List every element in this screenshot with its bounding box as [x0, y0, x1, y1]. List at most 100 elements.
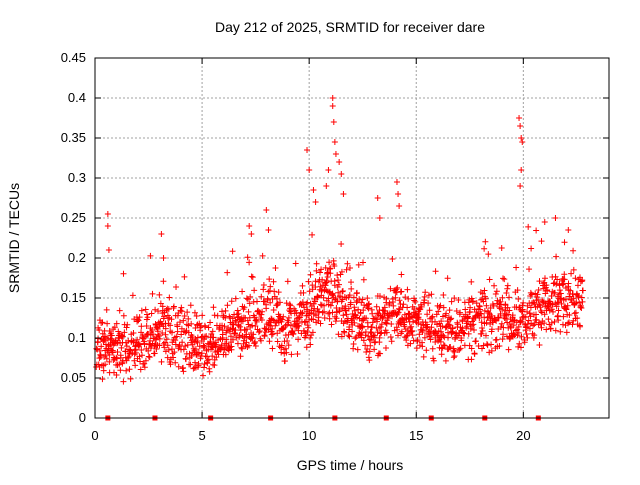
data-point [424, 311, 431, 318]
data-point [331, 139, 338, 145]
data-point [285, 331, 292, 338]
data-point [522, 327, 529, 334]
data-point [248, 273, 255, 280]
data-point [381, 310, 388, 317]
y-tick-label: 0.2 [68, 250, 86, 265]
data-point [274, 302, 281, 309]
data-points [93, 95, 586, 385]
data-point [180, 368, 187, 375]
data-point [579, 287, 586, 294]
data-point [367, 337, 374, 344]
data-point [149, 290, 156, 297]
data-point [152, 306, 159, 313]
data-point [393, 179, 400, 185]
data-point [400, 301, 407, 308]
data-point [321, 302, 328, 309]
data-point [528, 245, 535, 252]
data-point [323, 279, 330, 286]
data-point [299, 282, 306, 289]
data-point [405, 295, 412, 302]
data-point [203, 333, 210, 340]
data-point [138, 347, 145, 354]
data-point [564, 320, 571, 327]
data-point [221, 323, 228, 330]
data-point [144, 314, 151, 321]
data-point [325, 295, 332, 302]
x-tick-label: 20 [516, 428, 530, 443]
data-point [526, 266, 533, 273]
data-point [447, 343, 454, 350]
data-point [538, 324, 545, 331]
data-point [340, 312, 347, 319]
data-point [326, 259, 333, 266]
data-point [525, 223, 532, 230]
data-point [575, 294, 582, 301]
data-point [178, 331, 185, 338]
data-point [143, 311, 150, 318]
data-point [523, 324, 530, 331]
data-point [119, 333, 126, 340]
data-point [116, 307, 123, 314]
data-point [323, 183, 330, 189]
data-point [265, 227, 272, 233]
data-point [141, 364, 148, 371]
data-point [329, 103, 336, 109]
data-point [413, 345, 420, 352]
data-point [124, 321, 131, 328]
data-point [162, 325, 169, 332]
data-point [471, 326, 478, 333]
data-point [574, 282, 581, 289]
data-point [557, 328, 564, 335]
x-tick-label: 15 [409, 428, 423, 443]
data-point [505, 311, 512, 318]
data-point [156, 332, 163, 339]
y-tick-label: 0.3 [68, 170, 86, 185]
data-point [541, 320, 548, 327]
data-point [343, 266, 350, 273]
data-point [243, 295, 250, 302]
data-point [306, 167, 313, 173]
data-point [570, 266, 577, 273]
data-point [468, 345, 475, 352]
data-point [566, 293, 573, 300]
data-point [531, 332, 538, 339]
data-point [293, 310, 300, 317]
data-point [283, 349, 290, 356]
data-point [371, 346, 378, 353]
data-point [120, 312, 127, 319]
data-point [199, 312, 206, 319]
data-point [131, 351, 138, 358]
data-point [412, 311, 419, 318]
data-point [552, 327, 559, 334]
data-point [312, 199, 319, 205]
data-point [301, 319, 308, 326]
data-point [524, 320, 531, 327]
data-point [359, 296, 366, 303]
data-point [254, 298, 261, 305]
data-point [396, 297, 403, 304]
data-point [156, 291, 163, 298]
data-point [120, 270, 127, 277]
data-point [464, 313, 471, 320]
data-point [526, 310, 533, 317]
data-point [570, 247, 577, 254]
data-point [430, 357, 437, 364]
data-point [533, 311, 540, 318]
data-point [303, 332, 310, 339]
data-point [468, 356, 475, 363]
data-point [245, 308, 252, 315]
data-point [201, 364, 208, 371]
data-point [440, 342, 447, 349]
data-point [239, 345, 246, 352]
data-point [503, 289, 510, 296]
data-point [456, 346, 463, 353]
data-point [419, 343, 426, 350]
data-point [263, 207, 270, 213]
data-point [415, 314, 422, 321]
data-point [549, 301, 556, 308]
data-point [123, 357, 130, 364]
data-point [124, 355, 131, 362]
data-point [138, 323, 145, 330]
data-point [440, 304, 447, 311]
data-point [561, 239, 568, 246]
